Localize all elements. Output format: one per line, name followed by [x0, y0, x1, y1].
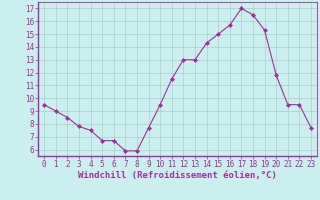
X-axis label: Windchill (Refroidissement éolien,°C): Windchill (Refroidissement éolien,°C) [78, 171, 277, 180]
